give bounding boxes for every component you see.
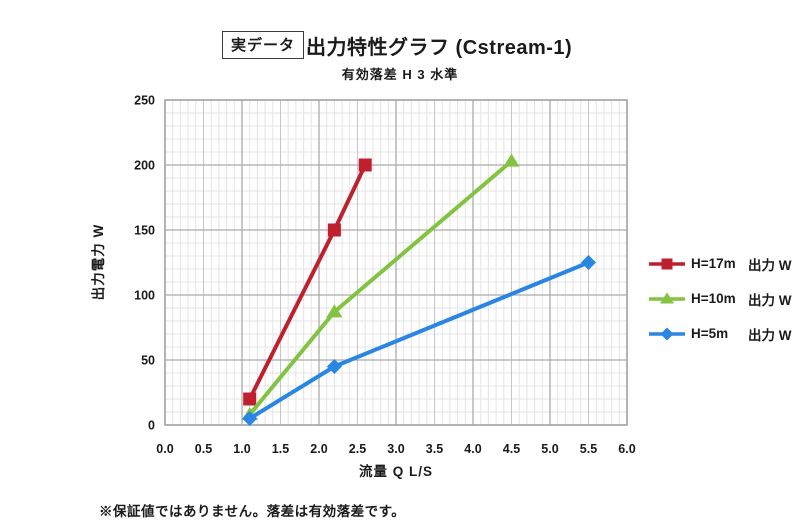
legend-item-H=10m: H=10m 出力 W xyxy=(647,281,792,316)
legend-series-name: H=10m xyxy=(691,291,736,306)
x-tick-label: 1.5 xyxy=(272,442,289,456)
x-tick-label: 4.0 xyxy=(464,442,481,456)
legend-item-H=17m: H=17m 出力 W xyxy=(647,246,792,281)
triangle-marker-icon xyxy=(660,292,674,303)
diamond-marker-icon xyxy=(660,327,674,340)
triangle-marker-icon xyxy=(503,153,520,167)
y-tick-label: 150 xyxy=(134,224,155,238)
x-tick-label: 0.5 xyxy=(195,442,212,456)
x-tick-label: 2.5 xyxy=(349,442,366,456)
x-tick-label: 0.0 xyxy=(156,442,173,456)
y-tick-label: 50 xyxy=(141,354,155,368)
chart-title: 出力特性グラフ (Cstream-1) xyxy=(306,37,573,59)
series-H=17m xyxy=(243,158,372,406)
legend-marker xyxy=(649,258,685,269)
x-tick-label: 3.0 xyxy=(387,442,404,456)
legend-series-unit: 出力 W xyxy=(748,327,792,343)
x-axis-title: 流量 Q L/S xyxy=(358,464,433,479)
square-marker-icon xyxy=(661,258,673,269)
diamond-marker-icon xyxy=(326,359,342,374)
footnote: ※保証値ではありません。落差は有効落差です。 xyxy=(99,504,406,519)
legend: H=17m 出力 W H=10m 出力 W H=5m 出力 W xyxy=(647,246,792,351)
chart-subtitle: 有効落差 H 3 水準 xyxy=(341,67,459,82)
series-H=10m xyxy=(241,153,520,421)
x-tick-label: 4.5 xyxy=(503,442,520,456)
legend-series-unit: 出力 W xyxy=(748,292,792,308)
plot-border xyxy=(164,99,628,426)
legend-item-H=5m: H=5m 出力 W xyxy=(647,316,792,351)
square-marker-icon xyxy=(327,223,341,237)
x-tick-label: 1.0 xyxy=(233,442,250,456)
x-tick-label: 2.0 xyxy=(310,442,327,456)
diamond-marker-icon xyxy=(242,411,258,426)
legend-marker xyxy=(649,292,685,303)
series-H=5m xyxy=(242,255,596,426)
data-type-badge: 実データ xyxy=(222,31,305,59)
legend-marker xyxy=(649,327,685,340)
y-tick-label: 250 xyxy=(134,94,155,108)
y-tick-label: 0 xyxy=(148,419,155,433)
legend-series-name: H=17m xyxy=(691,256,736,271)
triangle-marker-icon xyxy=(326,304,343,318)
y-tick-label: 100 xyxy=(134,289,155,303)
y-axis-title: 出力電力 W xyxy=(91,223,106,301)
legend-series-unit: 出力 W xyxy=(748,257,792,273)
legend-series-name: H=5m xyxy=(691,326,729,341)
y-tick-label: 200 xyxy=(134,159,155,173)
square-marker-icon xyxy=(243,392,257,406)
diamond-marker-icon xyxy=(581,255,596,270)
square-marker-icon xyxy=(358,158,372,172)
x-tick-label: 6.0 xyxy=(618,442,635,456)
x-tick-label: 3.5 xyxy=(426,442,443,456)
x-tick-label: 5.0 xyxy=(541,442,558,456)
x-tick-label: 5.5 xyxy=(580,442,597,456)
